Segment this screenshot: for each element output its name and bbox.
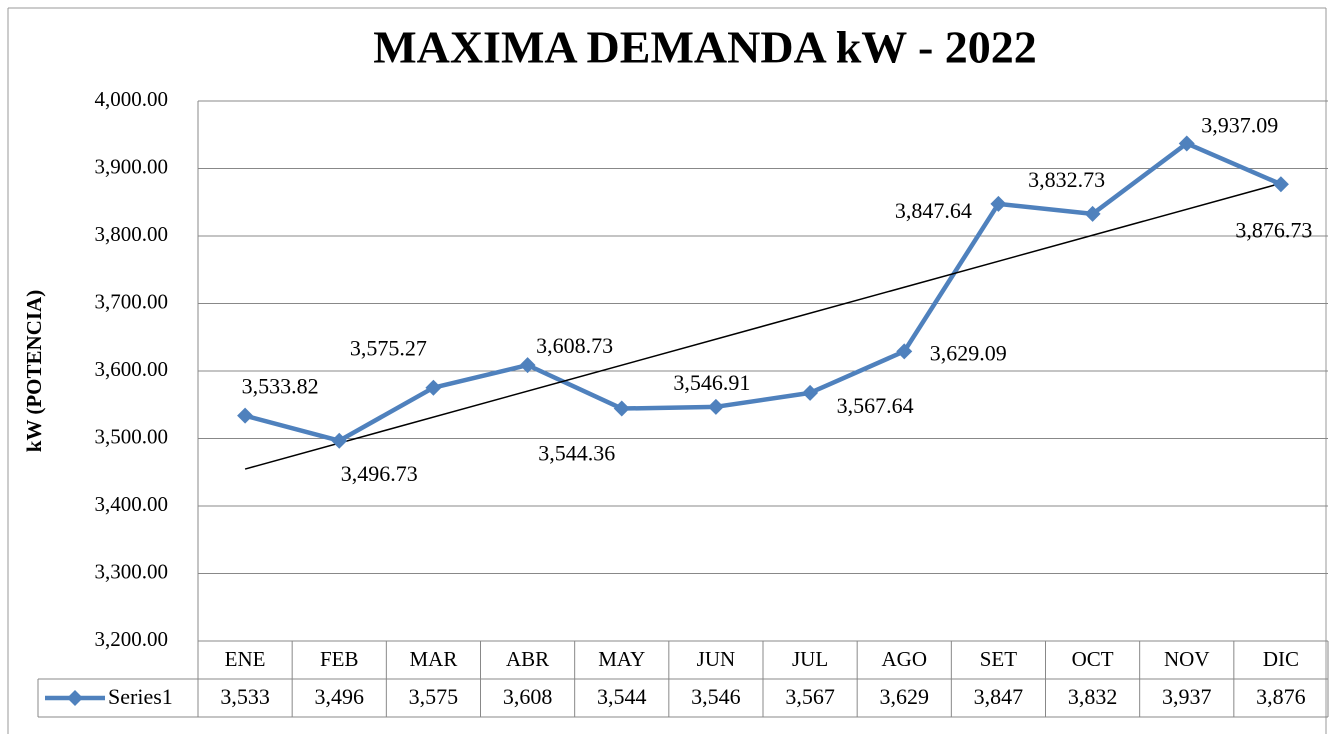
y-axis-title: kW (POTENCIA): [22, 290, 46, 452]
x-tick-label: ENE: [225, 647, 266, 671]
y-tick-label: 3,700.00: [95, 289, 169, 313]
table-value: 3,876: [1256, 684, 1306, 709]
series-line: [244, 141, 1282, 443]
table-value: 3,832: [1068, 684, 1118, 709]
point: [613, 400, 630, 417]
table-value: 3,496: [315, 684, 365, 709]
point: [425, 379, 442, 396]
y-tick-label: 3,900.00: [95, 154, 169, 178]
x-tick-label: FEB: [320, 647, 359, 671]
point: [1178, 135, 1195, 152]
data-label: 3,847.64: [895, 198, 972, 223]
x-tick-label: MAR: [409, 647, 457, 671]
data-label: 3,575.27: [350, 336, 427, 361]
data-label: 3,546.91: [673, 370, 750, 395]
trendline: [244, 182, 1282, 470]
y-tick-label: 3,300.00: [95, 559, 169, 583]
y-tick-label: 3,600.00: [95, 357, 169, 381]
data-label: 3,533.82: [242, 374, 319, 399]
x-tick-label: JUL: [792, 647, 828, 671]
chart-title: MAXIMA DEMANDA kW - 2022: [373, 22, 1037, 73]
point: [1084, 205, 1101, 222]
point: [802, 384, 819, 401]
data-label: 3,496.73: [341, 461, 418, 486]
data-label: 3,629.09: [930, 340, 1007, 365]
data-label: 3,937.09: [1201, 113, 1278, 138]
point: [707, 398, 724, 415]
x-tick-label: ABR: [506, 647, 549, 671]
x-tick-label: OCT: [1072, 647, 1114, 671]
data-label: 3,544.36: [538, 441, 615, 466]
x-tick-label: SET: [980, 647, 1018, 671]
point: [237, 407, 254, 424]
data-label: 3,832.73: [1028, 167, 1105, 192]
table-value: 3,937: [1162, 684, 1212, 709]
y-tick-label: 4,000.00: [95, 87, 169, 111]
x-tick-label: AGO: [882, 647, 928, 671]
point: [990, 195, 1007, 212]
x-tick-label: NOV: [1164, 647, 1210, 671]
legend-marker: [67, 690, 83, 706]
point: [896, 343, 913, 360]
y-tick-label: 3,800.00: [95, 222, 169, 246]
y-tick-label: 3,200.00: [95, 627, 169, 651]
table-value: 3,575: [409, 684, 459, 709]
data-label: 3,876.73: [1235, 217, 1312, 242]
point: [331, 432, 348, 449]
table-value: 3,847: [974, 684, 1024, 709]
table-value: 3,629: [880, 684, 930, 709]
x-tick-label: MAY: [598, 647, 645, 671]
table-value: 3,567: [785, 684, 835, 709]
point: [1272, 176, 1289, 193]
table-value: 3,544: [597, 684, 647, 709]
data-label: 3,608.73: [536, 333, 613, 358]
x-tick-label: JUN: [697, 647, 736, 671]
legend-label: Series1: [108, 684, 173, 709]
x-tick-label: DIC: [1263, 647, 1299, 671]
y-tick-label: 3,400.00: [95, 492, 169, 516]
table-value: 3,608: [503, 684, 553, 709]
table-value: 3,533: [220, 684, 270, 709]
table-value: 3,546: [691, 684, 741, 709]
point: [519, 357, 536, 374]
data-label: 3,567.64: [837, 393, 914, 418]
y-tick-label: 3,500.00: [95, 424, 169, 448]
